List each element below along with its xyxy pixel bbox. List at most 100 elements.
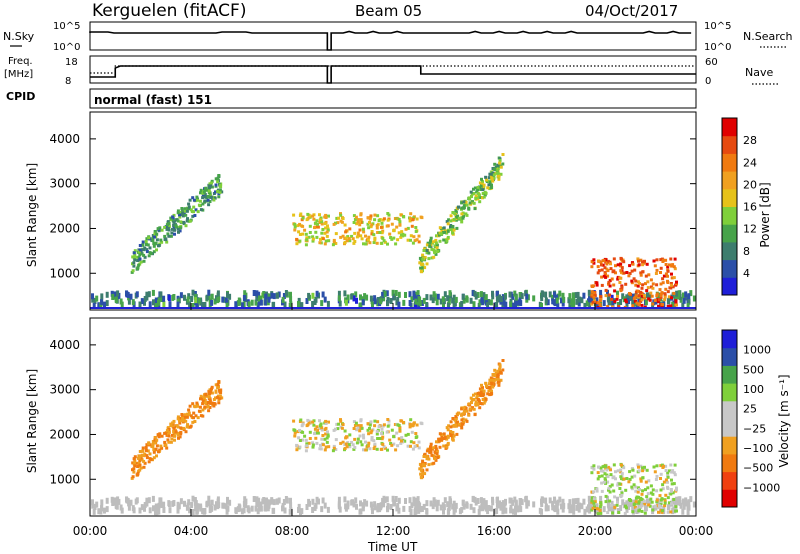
velocity-cell [489, 505, 493, 512]
power-cell [147, 291, 151, 298]
velocity-cell [449, 425, 453, 429]
power-cell [651, 282, 655, 286]
power-cell [393, 293, 397, 300]
velocity-cell [409, 418, 413, 422]
power-colorbar-frame [721, 117, 738, 296]
power-cell [449, 214, 453, 218]
velocity-cell [402, 505, 406, 512]
velocity-cell [153, 441, 156, 445]
velocity-cell [479, 394, 483, 397]
velocity-cell [154, 509, 157, 516]
velocity-cell [179, 498, 183, 505]
colorbar-segment [722, 489, 737, 508]
power-cell [641, 263, 645, 267]
velocity-cell [210, 385, 214, 389]
power-cell [320, 220, 324, 224]
power-cell [449, 228, 453, 232]
power-cell [373, 213, 377, 217]
power-cell [354, 291, 358, 298]
velocity-cell [389, 504, 393, 510]
colorbar-segment [722, 241, 737, 261]
velocity-cell [425, 508, 429, 514]
velocity-cell [608, 499, 612, 503]
power-cell [689, 290, 693, 297]
power-cell [348, 227, 352, 231]
power-cell [634, 279, 638, 283]
power-cell [324, 216, 328, 219]
velocity-cell [352, 420, 356, 424]
power-cell [627, 274, 631, 278]
velocity-cell [147, 442, 151, 446]
power-cell [250, 299, 254, 306]
velocity-cell [588, 502, 591, 509]
velocity-cell [434, 447, 438, 451]
power-cell [403, 233, 407, 237]
power-cell [637, 296, 641, 303]
velocity-cell [585, 506, 589, 513]
power-cell [105, 300, 109, 307]
power-cell [441, 296, 445, 303]
power-cell [152, 250, 156, 254]
power-cell [301, 224, 305, 228]
velocity-cell [619, 475, 623, 479]
power-cell [170, 231, 174, 235]
power-cell [306, 212, 310, 216]
velocity-cell [320, 426, 324, 430]
velocity-cell [208, 390, 212, 394]
power-cell [560, 297, 563, 304]
power-cell [135, 267, 139, 271]
freq-tick-bottom: 8 [65, 76, 71, 87]
power-cell [440, 230, 444, 233]
power-cell [323, 296, 327, 303]
colorbar-tick-label: 8 [743, 245, 750, 258]
velocity-cell [133, 459, 137, 463]
power-cell [632, 297, 636, 301]
velocity-cell [596, 512, 600, 516]
velocity-cell [433, 457, 437, 461]
velocity-cell [645, 495, 649, 499]
velocity-cell [640, 500, 644, 504]
power-cell [298, 233, 302, 236]
power-cell [293, 228, 297, 232]
power-cell [208, 191, 212, 195]
velocity-cell [462, 406, 466, 410]
power-cell [612, 283, 616, 287]
velocity-cell [398, 429, 402, 433]
power-cell [544, 297, 548, 304]
power-cell [201, 302, 205, 309]
velocity-cell [289, 497, 292, 504]
power-cell [214, 183, 218, 187]
velocity-cell [373, 444, 377, 448]
velocity-cell [606, 501, 610, 508]
power-cell [435, 243, 439, 247]
power-cell [207, 294, 211, 301]
power-cell [295, 237, 299, 241]
power-cell [606, 295, 610, 302]
power-cell [202, 190, 206, 194]
velocity-cell [434, 458, 438, 462]
velocity-cell [628, 478, 632, 481]
velocity-cell [631, 468, 635, 472]
velocity-cell [204, 393, 208, 397]
velocity-cell [414, 504, 418, 511]
velocity-cell [192, 411, 196, 415]
power-cell [657, 304, 660, 308]
power-cell [396, 296, 400, 303]
velocity-cell [138, 459, 142, 463]
velocity-cell [413, 445, 417, 449]
power-cell [669, 257, 673, 261]
colorbar-segment [722, 418, 737, 437]
power-cell [616, 277, 620, 281]
velocity-cell [612, 489, 616, 493]
power-cell [373, 236, 377, 240]
velocity-cell [188, 507, 192, 514]
power-cell [619, 269, 623, 273]
velocity-cell [369, 420, 373, 424]
power-cell [100, 298, 104, 305]
velocity-cell [181, 419, 184, 423]
power-cell [439, 298, 443, 305]
power-cell [358, 223, 362, 227]
power-cell [171, 217, 175, 221]
power-cell [143, 299, 146, 306]
